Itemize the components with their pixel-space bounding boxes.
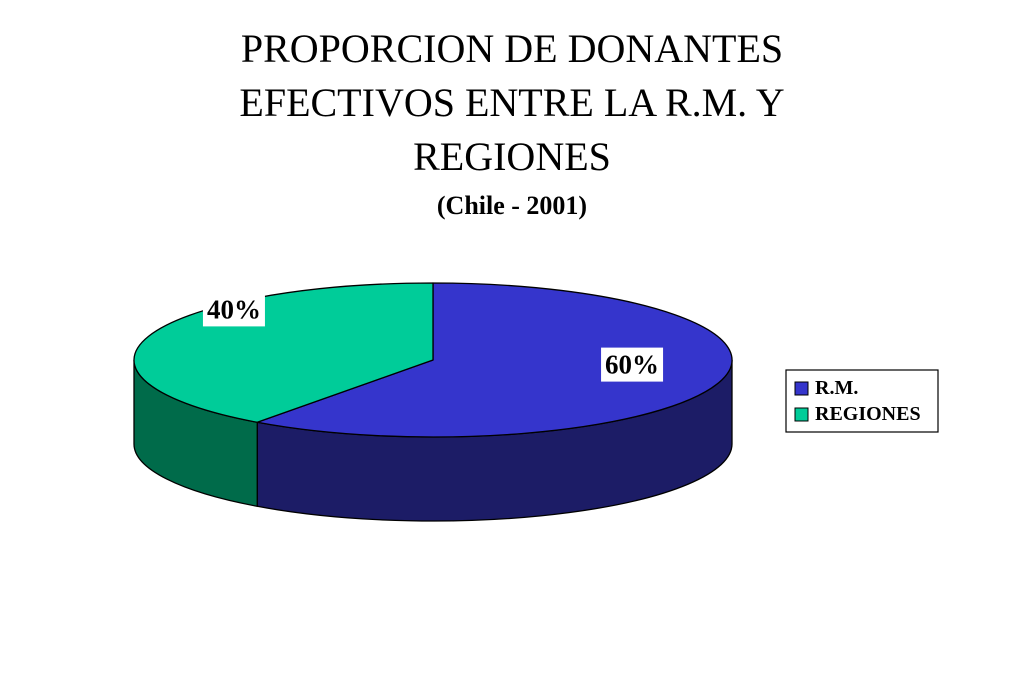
legend-box (785, 369, 939, 433)
data-labels: 60% 40% (202, 292, 664, 382)
chart-title: PROPORCION DE DONANTES EFECTIVOS ENTRE L… (0, 22, 1024, 224)
legend-label-r-m: R.M. (815, 377, 858, 399)
data-label-r-m: 60% (601, 347, 664, 382)
data-label-text: 60% (605, 350, 659, 380)
chart-subtitle: (Chile - 2001) (436, 191, 588, 220)
chart-title-line-1: PROPORCION DE DONANTES (240, 26, 784, 71)
data-label-regiones: 40% (202, 292, 265, 327)
chart-title-line-3: REGIONES (413, 134, 611, 179)
pie-slice-r-m (256, 282, 733, 438)
data-label-box (601, 347, 664, 382)
pie-plot-area (133, 282, 733, 522)
legend-swatch-regiones (794, 407, 809, 422)
data-label-text: 40% (207, 294, 261, 324)
data-label-box (202, 292, 265, 327)
legend-swatch-r-m (794, 381, 809, 396)
chart-title-line-2: EFECTIVOS ENTRE LA R.M. Y (239, 80, 785, 125)
legend-label-regiones: REGIONES (815, 403, 921, 425)
legend: R.M. REGIONES (785, 369, 939, 433)
